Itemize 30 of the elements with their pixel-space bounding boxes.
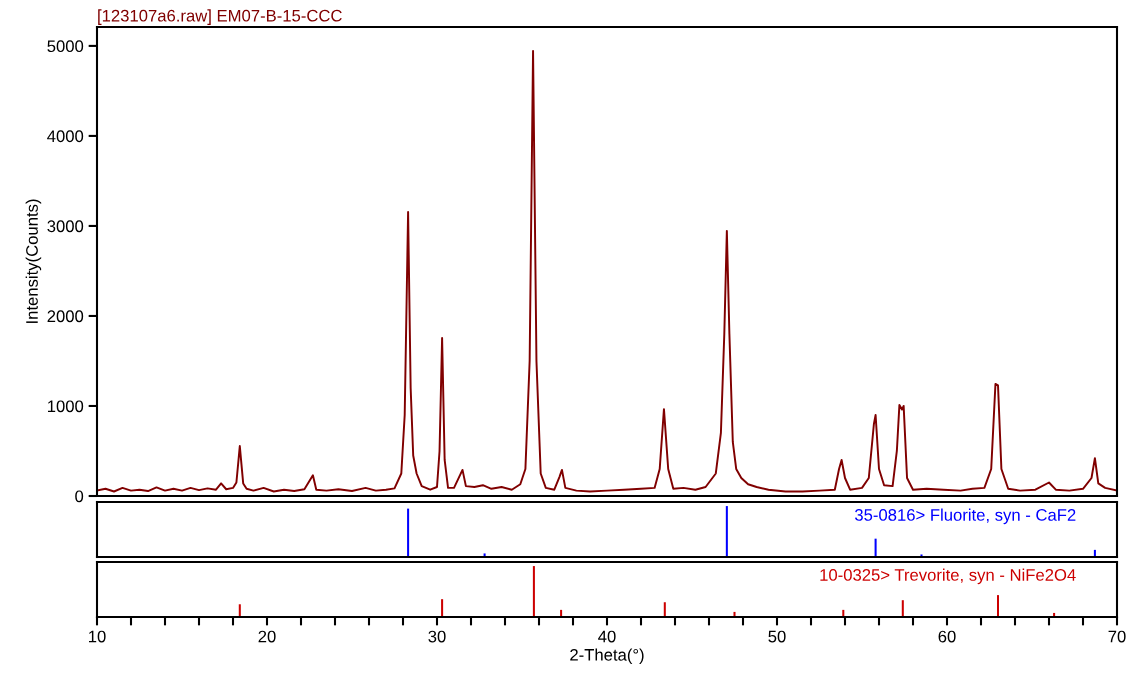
x-axis-title: 2-Theta(°)	[570, 648, 644, 665]
bar	[874, 538, 877, 557]
y-tick-label: 3000	[47, 220, 84, 233]
text: 10-0325> Trevorite, syn - NiFe2O4	[820, 568, 1076, 585]
y-tick-label: 4000	[47, 130, 84, 143]
chart-title: [123107a6.raw] EM07-B-15-CCC	[98, 9, 342, 25]
y-tick-label: 0	[75, 490, 84, 503]
bar	[407, 508, 410, 557]
x-tick-label: 10	[89, 630, 106, 643]
bar	[901, 600, 904, 617]
bar	[441, 599, 444, 617]
bar	[725, 506, 728, 557]
bar	[920, 554, 923, 557]
bar	[996, 595, 1000, 617]
bar	[663, 602, 666, 617]
x-tick-label: 30	[428, 630, 446, 643]
x-tick-label: 20	[258, 630, 276, 643]
line-series	[97, 49, 1117, 493]
series-label: 35-0816> Fluorite, syn - CaF2	[854, 508, 1076, 525]
bar	[532, 566, 535, 617]
bar	[733, 611, 736, 617]
x-tick-label: 50	[768, 630, 786, 643]
x-tick-label: 70	[1108, 630, 1126, 643]
x-tick-label: 60	[938, 630, 956, 643]
y-tick-label: 5000	[47, 40, 84, 53]
y-tick-label: 1000	[48, 400, 84, 413]
y-axis-title: Intensity(Counts)	[25, 199, 42, 323]
y-tick-label: 2000	[47, 310, 84, 323]
bar	[238, 604, 241, 617]
x-tick-label: 40	[598, 630, 616, 643]
